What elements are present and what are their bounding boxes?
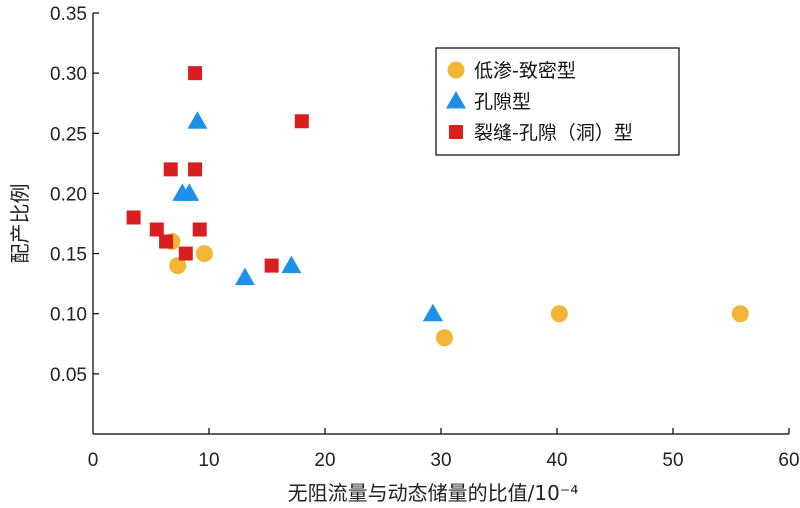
- data-point-circle: [435, 329, 453, 347]
- y-axis-ticks: 0.05 0.10 0.15 0.20 0.25 0.30 0.35: [50, 4, 99, 386]
- data-point-triangle: [187, 111, 208, 129]
- data-point-square: [149, 222, 164, 237]
- data-point-square: [264, 258, 279, 273]
- y-tick-label: 0.15: [50, 245, 87, 266]
- data-point-square: [294, 114, 309, 129]
- legend-label: 低渗-致密型: [474, 60, 576, 82]
- data-point-square: [178, 246, 193, 261]
- data-point-square: [163, 162, 178, 177]
- legend-box: [435, 47, 680, 156]
- y-tick-label: 0.35: [50, 4, 87, 25]
- x-tick-label: 20: [314, 450, 335, 471]
- legend-marker-circle: [447, 61, 465, 79]
- x-tick-label: 0: [88, 450, 99, 471]
- data-point-circle: [195, 245, 213, 263]
- x-tick-label: 60: [778, 450, 799, 471]
- data-point-square: [126, 210, 141, 225]
- x-tick-label: 10: [198, 450, 219, 471]
- y-tick-label: 0.05: [50, 365, 87, 386]
- x-tick-label: 30: [430, 450, 451, 471]
- x-axis-ticks: 0 10 20 30 40 50 60: [88, 428, 800, 471]
- legend-label: 裂缝-孔隙（洞）型: [474, 122, 633, 144]
- data-point-triangle: [281, 255, 302, 274]
- data-point-circle: [169, 257, 187, 275]
- data-point-square: [159, 234, 174, 249]
- x-axis-label: 无阻流量与动态储量的比值/10⁻⁴: [288, 481, 579, 505]
- y-tick-label: 0.25: [50, 124, 87, 145]
- y-axis-label: 配产比例: [8, 184, 32, 264]
- y-tick-label: 0.20: [50, 184, 87, 205]
- data-point-square: [188, 66, 203, 81]
- legend-label: 孔隙型: [474, 91, 531, 113]
- x-tick-label: 40: [546, 450, 567, 471]
- data-point-square: [192, 222, 207, 237]
- data-point-triangle: [179, 183, 200, 201]
- data-points: [126, 66, 749, 347]
- data-point-triangle: [234, 267, 255, 286]
- data-point-circle: [550, 305, 568, 323]
- y-tick-label: 0.30: [50, 64, 87, 85]
- x-tick-label: 50: [662, 450, 683, 471]
- data-point-triangle: [422, 303, 443, 322]
- legend-marker-triangle: [446, 91, 466, 109]
- legend-marker-square: [449, 125, 463, 139]
- y-tick-label: 0.10: [50, 305, 87, 326]
- data-point-circle: [731, 305, 749, 323]
- data-point-square: [188, 162, 203, 177]
